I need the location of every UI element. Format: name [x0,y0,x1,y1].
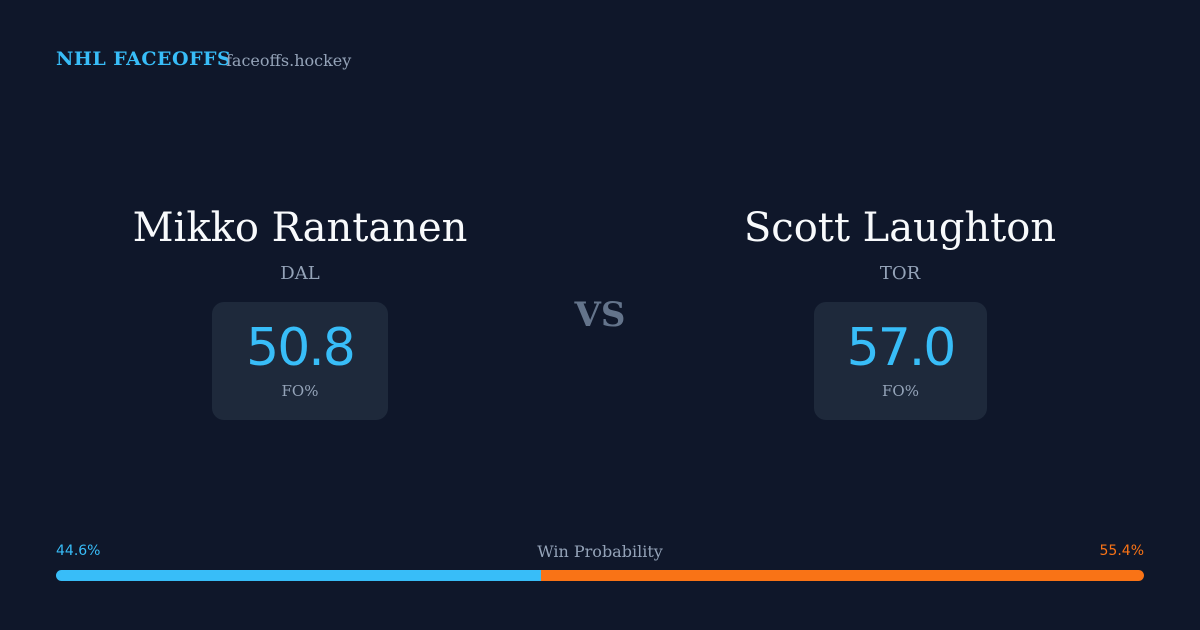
stat-card: 57.0 FO% [814,302,987,420]
site-link[interactable]: faceoffs.hockey [226,51,352,70]
win-probability-segment [56,570,542,581]
player-name: Scott Laughton [743,205,1057,251]
win-probability-bar [56,570,1144,581]
stat-label: FO% [281,382,319,400]
player-team: DAL [280,263,320,284]
win-probability-label: Win Probability [537,542,663,561]
win-pct-left: 44.6% [56,543,101,559]
player-team: TOR [879,263,921,284]
player-name: Mikko Rantanen [132,205,468,251]
stat-value: 50.8 [246,318,356,378]
win-probability-segment [541,570,1144,581]
vs-label: VS [574,295,626,335]
stat-card: 50.8 FO% [212,302,388,420]
stat-label: FO% [882,382,919,400]
win-pct-right: 55.4% [1099,543,1144,559]
brand: NHL FACEOFFS [56,48,232,70]
stat-value: 57.0 [846,318,957,378]
